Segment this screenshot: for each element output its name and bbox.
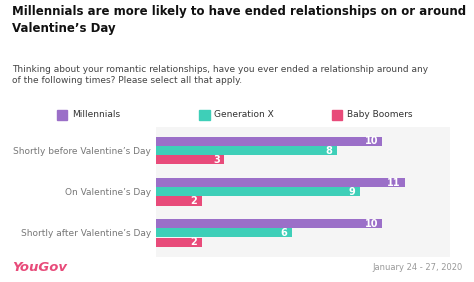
Text: 2: 2 <box>191 237 197 247</box>
Text: 10: 10 <box>365 136 378 146</box>
Text: 2: 2 <box>191 196 197 206</box>
Bar <box>199 110 210 120</box>
Text: 9: 9 <box>348 187 356 197</box>
Text: Millennials: Millennials <box>72 111 120 119</box>
Text: 6: 6 <box>281 228 288 238</box>
Bar <box>156 146 337 155</box>
Bar <box>156 219 383 228</box>
Text: Generation X: Generation X <box>214 111 274 119</box>
Bar <box>156 237 201 246</box>
Bar <box>156 155 224 164</box>
Bar <box>156 197 201 206</box>
Text: January 24 - 27, 2020: January 24 - 27, 2020 <box>372 263 462 272</box>
Bar <box>156 137 383 146</box>
Bar <box>57 110 67 120</box>
Bar <box>332 110 342 120</box>
Text: Thinking about your romantic relationships, have you ever ended a relationship a: Thinking about your romantic relationshi… <box>12 65 428 85</box>
Text: 11: 11 <box>387 178 401 188</box>
Text: YouGov: YouGov <box>12 261 67 274</box>
Text: 3: 3 <box>213 155 220 165</box>
Text: 10: 10 <box>365 219 378 229</box>
Text: Baby Boomers: Baby Boomers <box>347 111 412 119</box>
Text: 8: 8 <box>326 146 333 156</box>
Text: Millennials are more likely to have ended relationships on or around
Valentine’s: Millennials are more likely to have ende… <box>12 5 466 35</box>
Bar <box>156 187 360 196</box>
Bar <box>156 228 292 237</box>
Bar <box>156 178 405 187</box>
